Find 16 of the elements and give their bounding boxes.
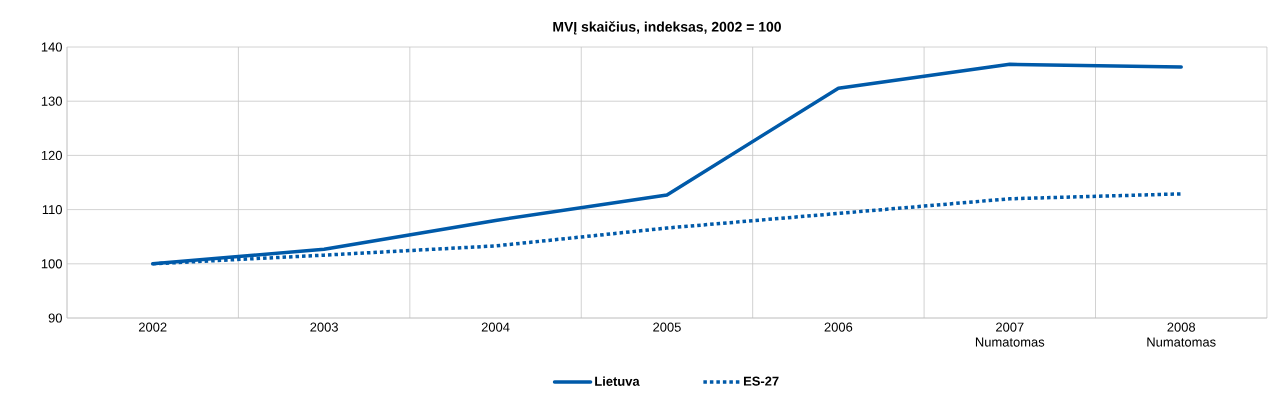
x-tick-label: 2003 — [310, 322, 338, 332]
y-tick-label: 130 — [41, 96, 62, 106]
chart-title: MVĮ skaičius, indeksas, 2002 = 100 — [553, 21, 781, 35]
x-tick-label: 2005 — [653, 322, 681, 332]
y-tick-label: 120 — [41, 150, 62, 160]
y-tick-label: 110 — [42, 205, 62, 215]
legend-label: Lietuva — [595, 376, 640, 386]
x-tick-label: 2004 — [481, 322, 510, 332]
y-tick-label: 90 — [48, 313, 62, 323]
x-tick-label: 2008 Numatomas — [1147, 322, 1216, 347]
y-tick-label: 100 — [41, 259, 62, 269]
legend-label: ES-27 — [743, 376, 779, 386]
x-tick-label: 2007 Numatomas — [975, 322, 1045, 347]
x-tick-label: 2006 — [824, 322, 853, 332]
x-tick-label: 2002 — [138, 322, 167, 332]
y-tick-label: 140 — [41, 42, 62, 52]
